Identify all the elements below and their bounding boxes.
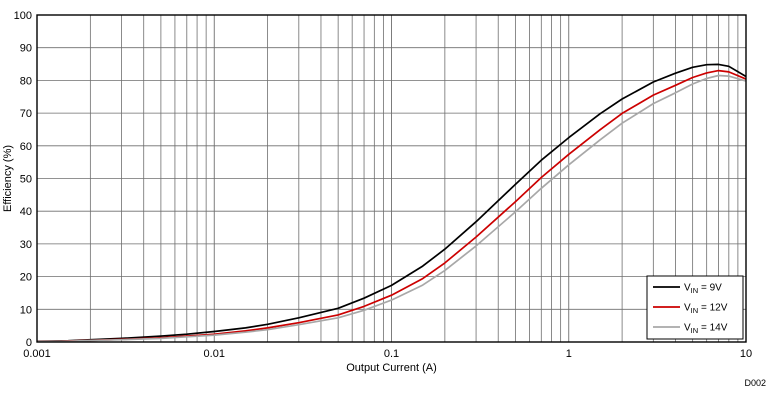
y-axis-tick-labels: 0 10 20 30 40 50 60 70 80 90 100 (14, 10, 32, 349)
svg-text:60: 60 (20, 141, 32, 153)
svg-text:0: 0 (26, 337, 32, 349)
x-axis-tick-labels: 0.001 0.01 0.1 1 10 (23, 348, 752, 360)
svg-text:30: 30 (20, 239, 32, 251)
x-axis-title: Output Current (A) (346, 362, 436, 374)
svg-text:80: 80 (20, 75, 32, 87)
series-group (37, 63, 746, 342)
legend-label: VIN = 14V (684, 323, 728, 336)
svg-text:0.1: 0.1 (384, 348, 399, 360)
svg-text:40: 40 (20, 206, 32, 218)
svg-text:90: 90 (20, 43, 32, 55)
grid-lines (37, 15, 746, 342)
svg-text:10: 10 (20, 304, 32, 316)
series-line-vin-9v (37, 63, 746, 342)
svg-text:10: 10 (740, 348, 752, 360)
svg-text:0.01: 0.01 (204, 348, 225, 360)
svg-text:1: 1 (566, 348, 572, 360)
plot-border (36, 14, 747, 343)
series-line-vin-14v (37, 74, 746, 342)
svg-text:50: 50 (20, 174, 32, 186)
svg-text:20: 20 (20, 272, 32, 284)
figure-id-watermark: D002 (744, 378, 766, 388)
svg-text:0.001: 0.001 (23, 348, 51, 360)
legend-label: VIN = 12V (684, 303, 728, 316)
svg-text:70: 70 (20, 108, 32, 120)
legend: VIN = 9V VIN = 12V VIN = 14V (646, 275, 744, 340)
y-axis-title: Efficiency (%) (2, 145, 14, 212)
legend-label: VIN = 9V (684, 283, 722, 296)
svg-text:100: 100 (14, 10, 32, 22)
